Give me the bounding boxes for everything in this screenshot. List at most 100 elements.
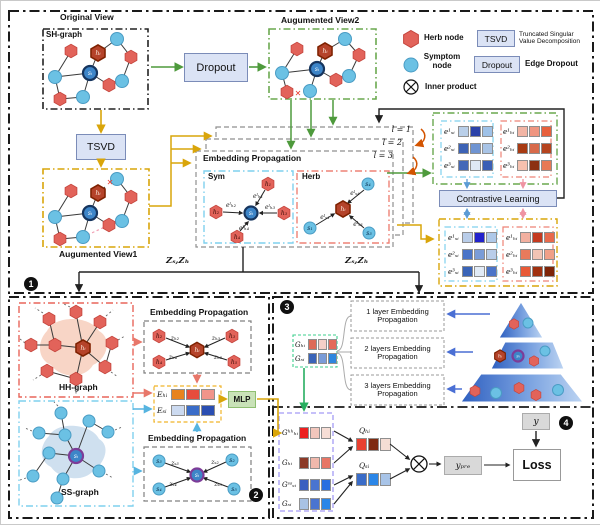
legend-dropout-desc: Edge Dropout [525,59,578,68]
embedding-label: Eₛᵢ [157,406,167,415]
herb-title: Herb [302,172,321,181]
z-output-label-right: Zₛ,Zₕ [345,256,369,266]
legend-inner-product-label: Inner product [425,82,477,91]
legend-symptom-label: Symptom node [423,52,461,70]
embedding-label: Gₕᵢ [295,340,306,349]
embedding-row: e¹ₕᵢ [503,126,553,137]
embedding-cell [529,143,540,154]
embedding-label: e¹ₛᵢ [448,233,459,242]
layer3-propagation-box: 3 layers Embedding Propagation [364,380,431,398]
embedding-label: e¹ₕᵢ [506,233,518,242]
fused-embedding-row: Eₛᵢ [157,405,216,416]
embedding-cell [328,353,337,364]
embedding-cell [470,143,481,154]
embedding-cell [458,143,469,154]
symptom-node-icon [403,57,419,73]
node-label: h₂ [213,209,220,216]
symptom-node-label: sᵢ [88,210,93,217]
g-embedding-row: Gₕᵢ [282,457,332,469]
embedding-cell [517,143,528,154]
node-label: s₄ [365,181,371,188]
ss-embedding-propagation-title: Embedding Propagation [148,433,247,443]
embedding-label: e¹ₕᵢ [503,127,515,136]
g-embedding-row: Gˢˢₛᵢ [282,479,332,491]
edge-weight-label: eˡₕ₃ [265,204,276,211]
embedding-row: e¹ₕᵢ [506,232,556,243]
sh-graph: hᵢ sᵢ [48,32,138,107]
q-embedding-row [356,473,392,486]
edge-weight-label: zₕ₅ [213,354,223,361]
embedding-cell [308,353,317,364]
embedding-cell [186,389,200,400]
center-node-label: sᵢ [195,472,200,479]
embedding-label: Gₛᵢ [282,500,292,508]
node-label: s₃ [156,458,162,465]
contrastive-learning-box: Contrastive Learning [439,190,557,207]
legend-dropout-chip: Dropout [474,56,520,73]
embedding-cell [321,427,331,439]
embedding-cell [532,266,543,277]
embedding-label: Gʰʰₕᵢ [282,429,299,437]
layer-2-label: l = 2 [382,138,402,147]
embedding-cell [541,143,552,154]
g-embedding-row: Gₛᵢ [295,353,338,364]
embedding-cell [529,160,540,171]
sym-propagation-graph: h₁ h₂ h₃ h₄ sᵢ eˡₕ₁ eˡₕ₂ eˡₕ₃ eˡₕ₄ [209,176,291,243]
embedding-cell [462,232,473,243]
edge-weight-label: eˡₛ₃ [353,221,363,228]
qs-label: Qₛᵢ [359,461,370,470]
embedding-cell [380,473,391,486]
legend-tsvd-desc: Truncated Singular Value Decomposition [519,31,580,46]
hh-embedding-propagation-title: Embedding Propagation [150,307,249,317]
embedding-label: e³ₛᵢ [448,267,459,276]
embedding-label: e³ₕᵢ [503,161,515,170]
embedding-cell [299,498,309,510]
ss-graph-label: SS-graph [61,487,99,497]
embedding-cell [186,405,200,416]
embedding-cell [532,249,543,260]
step-1-badge: 1 [24,277,38,291]
embedding-cell [380,438,391,451]
embedding-row: e²ₕᵢ [506,249,556,260]
embedding-cell [474,249,485,260]
embedding-row: e¹ₛᵢ [444,126,494,137]
node-label: h₃ [229,333,236,340]
herb-node-label: hᵢ [95,190,101,197]
edge-weight-label: zₛ₃ [170,460,179,467]
original-view-title: Original View [58,12,116,23]
center-node-label: hᵢ [194,347,200,354]
embedding-cell [321,498,331,510]
dropout-box: Dropout [184,53,248,82]
node-label: s₁ [307,225,312,232]
layer2-propagation-box: 2 layers Embedding Propagation [364,343,431,361]
layer1-propagation-box: 1 layer Embedding Propagation [366,306,429,324]
embedding-cell [517,126,528,137]
node-label: h₂ [156,333,163,340]
fused-embedding-row: Eₕᵢ [157,389,216,400]
center-node-label: hᵢ [340,206,346,213]
embedding-cell [544,232,555,243]
g-embedding-row: Gₕᵢ [295,339,338,350]
qh-label: Qₕᵢ [359,426,370,435]
embedding-row: e³ₛᵢ [444,160,494,171]
layer-pyramid: hᵢ sᵢ [460,301,585,403]
legend-tsvd-chip: TSVD [477,30,515,47]
symptom-node-label: sᵢ [315,66,320,73]
sym-title: Sym [208,172,225,181]
embedding-propagation-title: Embedding Propagation [203,153,302,163]
loss-box: Loss [513,449,561,481]
embedding-cell [462,249,473,260]
embedding-cell [486,249,497,260]
embedding-cell [201,405,215,416]
embedding-row: e²ₕᵢ [503,143,553,154]
embedding-cell [356,473,367,486]
embedding-cell [462,266,473,277]
embedding-cell [520,266,531,277]
center-node-label: sᵢ [74,453,79,460]
legend-herb-label: Herb node [424,33,464,42]
center-node-label: hᵢ [80,345,86,352]
augmented-view2-title: Augumented View2 [279,15,362,26]
edge-weight-label: zₕ₂ [170,335,180,342]
augmented-view1-graph: hᵢ sᵢ ✕ [48,172,138,247]
